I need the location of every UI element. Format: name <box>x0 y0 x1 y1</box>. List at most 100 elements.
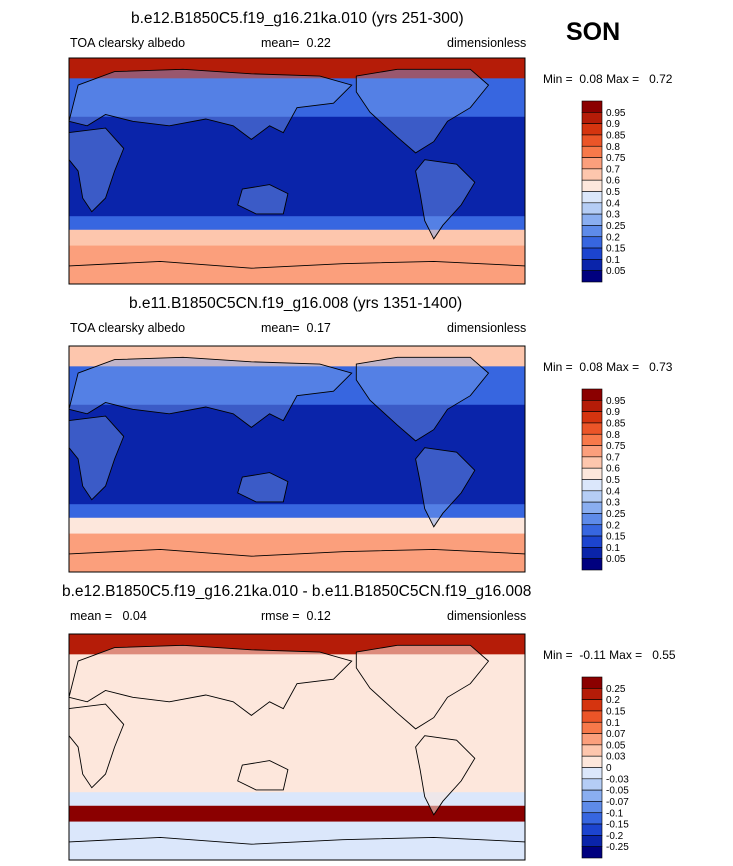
panel3-colorbar-tick: -0.03 <box>606 774 629 785</box>
panel1-colorbar: 0.950.90.850.80.750.70.60.50.40.30.250.2… <box>581 100 626 283</box>
panel3-zone-midlat-south <box>69 792 525 807</box>
panel1-colorbar-box <box>581 259 603 271</box>
panel1-mean: mean= 0.22 <box>261 36 331 50</box>
panel1-colorbar-tick: 0.2 <box>606 232 620 243</box>
panel2-mean-value: 0.17 <box>306 321 331 335</box>
panel3-colorbar-box <box>581 676 603 689</box>
panel2-colorbar-tick: 0.4 <box>606 486 620 497</box>
panel2-colorbar-box <box>581 558 603 571</box>
panel2-minmax: Min = 0.08 Max = 0.73 <box>543 360 672 374</box>
panel2-colorbar-tick: 0.9 <box>606 407 620 418</box>
panel2-min-value: 0.08 <box>579 360 603 374</box>
panel3-colorbar-box <box>581 801 603 814</box>
panel1-map-frame <box>68 57 526 285</box>
panel3-zone-ice-edge-south <box>69 805 525 823</box>
panel3-colorbar-tick: 0.15 <box>606 706 626 717</box>
panel3-units: dimensionless <box>447 609 527 623</box>
panel2-colorbar-tick: 0.2 <box>606 520 620 531</box>
panel3-minmax: Min = -0.11 Max = 0.55 <box>543 648 676 662</box>
panel1-colorbar-tick: 0.4 <box>606 198 620 209</box>
panel2-colorbar-box <box>581 422 603 435</box>
panel1-mean-label: mean= <box>261 36 300 50</box>
panel1-colorbar-tick: 0.7 <box>606 164 620 175</box>
panel1-colorbar-tick: 0.3 <box>606 210 620 221</box>
panel1-colorbar-box <box>581 247 603 260</box>
panel3-colorbar-tick: -0.1 <box>606 808 624 819</box>
panel1-colorbar-box <box>581 202 603 215</box>
panel1-colorbar-tick: 0.9 <box>606 119 620 130</box>
panel2-colorbar-box <box>581 479 603 492</box>
panel3-colorbar-tick: -0.05 <box>606 786 629 797</box>
panel2-colorbar-tick: 0.8 <box>606 430 620 441</box>
panel3-colorbar-tick: 0.07 <box>606 729 626 740</box>
panel2-colorbar-tick: 0.7 <box>606 452 620 463</box>
panel3-coastline <box>355 644 490 730</box>
panel3-min-label: Min = <box>543 648 573 662</box>
panel3-mean: mean = 0.04 <box>70 609 147 623</box>
panel3-colorbar-box <box>581 767 603 780</box>
panel3-colorbar-box <box>581 778 603 791</box>
panel2-zone-polar-south <box>69 533 525 573</box>
panel2-colorbar-box <box>581 411 603 424</box>
panel2-title: b.e11.B1850C5CN.f19_g16.008 (yrs 1351-14… <box>129 295 463 312</box>
panel2-colorbar-tick: 0.95 <box>606 396 626 407</box>
panel1-coastline <box>237 184 289 215</box>
panel1-zone-midlat-south <box>69 216 525 231</box>
panel1-zone-midlat-north <box>69 78 525 118</box>
panel1-title: b.e12.B1850C5.f19_g16.21ka.010 (yrs 251-… <box>131 10 464 27</box>
panel1-mean-value: 0.22 <box>306 36 331 50</box>
panel3-rmse: rmse = 0.12 <box>261 609 331 623</box>
panel1-colorbar-tick: 0.75 <box>606 153 626 164</box>
panel3-mean-value: 0.04 <box>122 609 147 623</box>
panel3-colorbar-tick: -0.15 <box>606 820 629 831</box>
panel1-colorbar-tick: 0.25 <box>606 221 626 232</box>
panel3-colorbar: 0.250.20.150.10.070.050.030-0.03-0.05-0.… <box>581 676 629 859</box>
panel3-coastline <box>237 760 289 791</box>
panel2-zone-polar-north <box>69 346 525 367</box>
panel3-colorbar-tick: -0.25 <box>606 842 629 853</box>
panel2-coastline <box>355 356 490 442</box>
panel2-map-frame <box>68 345 526 573</box>
panel3-colorbar-tick: -0.2 <box>606 831 624 842</box>
panel3-colorbar-box <box>581 846 603 859</box>
panel3-colorbar-box <box>581 744 603 757</box>
panel3-colorbar-tick: 0.2 <box>606 695 620 706</box>
panel3-colorbar-tick: 0 <box>606 763 612 774</box>
panel2-colorbar-box <box>581 433 603 446</box>
panel3-colorbar-box <box>581 812 603 825</box>
panel3-colorbar-box <box>581 823 603 836</box>
panel2-coastline <box>237 472 289 503</box>
panel2-min-label: Min = <box>543 360 573 374</box>
panel1-colorbar-box <box>581 123 603 136</box>
panel2-colorbar-box <box>581 388 603 401</box>
panel1-minmax: Min = 0.08 Max = 0.72 <box>543 72 672 86</box>
panel2-colorbar-tick: 0.3 <box>606 498 620 509</box>
panel1-colorbar-tick: 0.1 <box>606 255 620 266</box>
panel1-colorbar-box <box>581 225 603 238</box>
panel1-colorbar-box <box>581 134 603 147</box>
panel1-coastline <box>68 127 125 213</box>
panel3-max-label: Max = <box>609 648 643 662</box>
panel1-colorbar-box <box>581 157 603 170</box>
panel3-coastline <box>68 644 353 716</box>
panel3-mean-label: mean = <box>70 609 113 623</box>
panel2-zone-ice-edge-south <box>69 517 525 535</box>
panel2-mean: mean= 0.17 <box>261 321 331 335</box>
panel3-title: b.e12.B1850C5.f19_g16.21ka.010 - b.e11.B… <box>62 583 532 600</box>
panel1-coastline <box>415 159 476 240</box>
panel3-zone-polar-south <box>69 821 525 861</box>
panel3-map <box>68 633 526 861</box>
panel1-zone-tropics <box>69 116 525 217</box>
panel2-colorbar-box <box>581 467 603 480</box>
panel1-colorbar-box <box>581 168 603 181</box>
panel2-variable: TOA clearsky albedo <box>70 321 186 335</box>
panel3-colorbar-box <box>581 789 603 802</box>
panel3-map-frame <box>68 633 526 861</box>
panel2-colorbar-box <box>581 535 603 548</box>
panel2-colorbar-box <box>581 490 603 503</box>
panel2-colorbar-box <box>581 524 603 537</box>
panel1-variable: TOA clearsky albedo <box>70 36 186 50</box>
panel3-coastline <box>415 735 476 816</box>
panel2-colorbar-tick: 0.25 <box>606 509 626 520</box>
panel2-colorbar-tick: 0.85 <box>606 418 626 429</box>
